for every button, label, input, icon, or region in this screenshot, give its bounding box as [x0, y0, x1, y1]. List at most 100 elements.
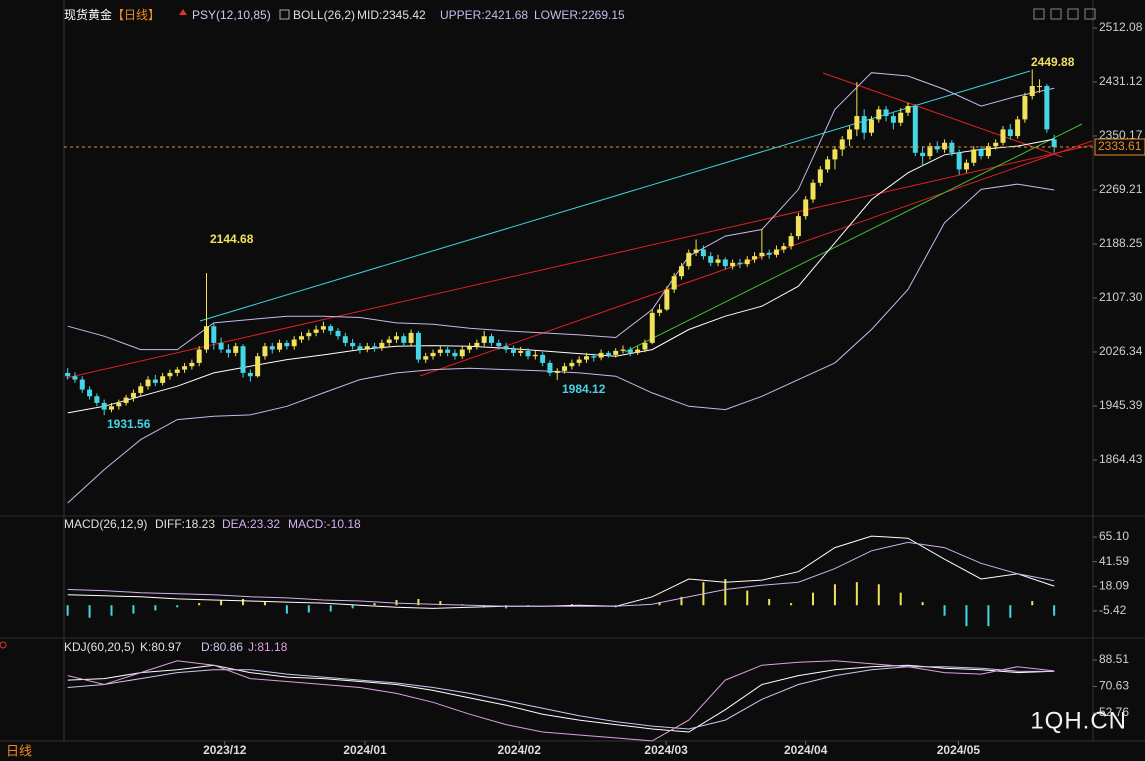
x-tick-label: 2024/04 [784, 743, 828, 757]
candle-body [540, 354, 546, 363]
chart-title: 现货黄金 [64, 7, 112, 22]
candle-body [379, 342, 385, 349]
candle-body [569, 362, 575, 367]
macd-bar [351, 605, 354, 609]
candle-body [730, 262, 736, 267]
candle-body [598, 352, 604, 358]
candle-body [825, 159, 831, 170]
tool-icon[interactable] [1033, 8, 1045, 20]
tool-icon[interactable] [1067, 8, 1079, 20]
candle-body [386, 339, 392, 343]
candle-body [861, 116, 867, 133]
candle-body [167, 372, 173, 377]
macd-bar [658, 602, 661, 606]
indicator-line [67, 72, 1055, 351]
x-tick-label: 2024/01 [343, 743, 387, 757]
macd-bar [198, 603, 201, 606]
period[interactable]: 【日线】 [112, 8, 160, 22]
candle-body [1007, 129, 1013, 137]
candle-body [372, 346, 378, 349]
tool-icon[interactable] [1084, 8, 1096, 20]
indicator-icon[interactable] [179, 9, 187, 15]
candle-body [240, 346, 246, 373]
indicator-icon[interactable] [279, 9, 290, 20]
candle-body [1037, 86, 1043, 88]
candle-body [87, 389, 93, 397]
period-footer[interactable]: 日线 [6, 743, 32, 758]
candle-body [277, 342, 283, 350]
candle-body [415, 332, 421, 360]
candle-body [94, 396, 100, 403]
macd-bar [417, 598, 420, 606]
indicator-label: KDJ(60,20,5) [64, 640, 135, 654]
macd-bar [1031, 601, 1034, 606]
candle-body [393, 336, 399, 340]
candle-body [956, 152, 962, 170]
y-tick-label: -5.42 [1099, 603, 1127, 617]
macd-bar [527, 605, 530, 607]
candle-body [971, 149, 977, 163]
candle-body [642, 342, 648, 350]
candle-body [152, 379, 158, 383]
candle-body [481, 336, 487, 343]
candle-body [803, 199, 809, 217]
candle-body [350, 342, 356, 347]
indicator-value: MACD:-10.18 [288, 517, 361, 531]
candle-body [174, 369, 180, 373]
candle-body [832, 149, 838, 160]
candle-body [357, 346, 363, 350]
candle-body [313, 329, 319, 333]
candle-body [744, 259, 750, 265]
trend-line [65, 144, 1093, 379]
macd-bar [285, 605, 288, 614]
trend-line [199, 70, 1031, 322]
y-tick-label: 2188.25 [1099, 236, 1143, 250]
macd-bar [1009, 605, 1012, 618]
last-price-box [1094, 138, 1145, 156]
y-tick-label: 2107.30 [1099, 290, 1143, 304]
tool-icon[interactable] [1050, 8, 1062, 20]
candle-body [364, 346, 370, 350]
candle-body [218, 342, 224, 350]
candle-body [788, 236, 794, 247]
candle-body [890, 116, 896, 123]
x-tick-label: 2024/05 [937, 743, 981, 757]
candle-body [700, 249, 706, 257]
candle-body [255, 356, 261, 377]
indicator-label: MACD(26,12,9) [64, 517, 147, 531]
candle-body [79, 379, 85, 390]
candle-body [430, 352, 436, 357]
candle-body [963, 162, 969, 170]
candle-body [949, 142, 955, 153]
y-tick-label: 1945.39 [1099, 398, 1143, 412]
candle-body [101, 402, 107, 410]
candle-body [269, 346, 275, 350]
candle-body [773, 249, 779, 255]
candle-body [145, 379, 151, 387]
y-tick-label: 2269.21 [1099, 182, 1143, 196]
candle-body [993, 142, 999, 147]
candle-body [1015, 119, 1021, 137]
candle-body [934, 146, 940, 150]
y-tick-label: 52.76 [1099, 705, 1129, 719]
candle-body [247, 372, 253, 377]
candle-body [320, 326, 326, 330]
macd-bar [220, 599, 223, 606]
macd-bar [812, 592, 815, 606]
candle-body [525, 350, 531, 357]
candle-body [72, 376, 78, 380]
candle-body [722, 259, 728, 267]
candle-body [233, 346, 239, 353]
macd-bar [877, 584, 880, 606]
candle-body [532, 354, 538, 357]
macd-bar [242, 598, 245, 606]
indicator-line [67, 660, 1055, 742]
candle-body [708, 256, 714, 263]
macd-bar [307, 605, 310, 613]
candle-body [671, 276, 677, 290]
candle-body [342, 336, 348, 343]
candle-body [474, 342, 480, 347]
candle-body [401, 336, 407, 343]
indicator-value: DIFF:18.23 [155, 517, 215, 531]
